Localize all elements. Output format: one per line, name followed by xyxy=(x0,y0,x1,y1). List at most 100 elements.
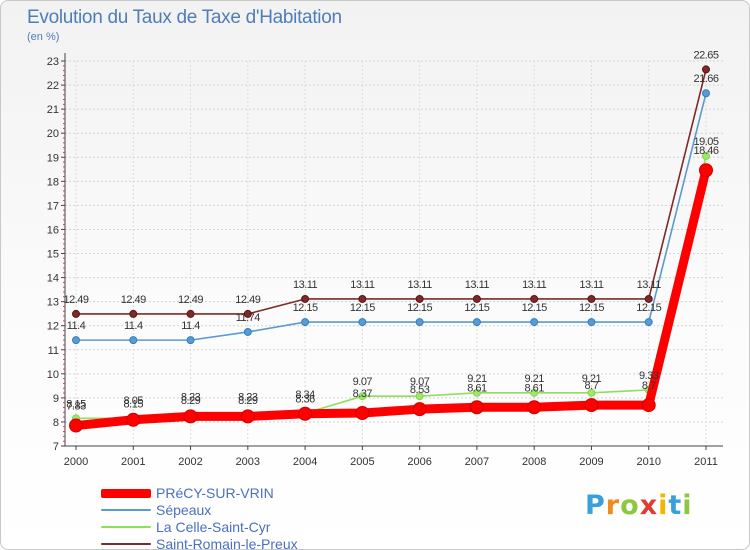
legend-label-la-celle: La Celle-Saint-Cyr xyxy=(156,519,271,535)
data-point xyxy=(644,318,653,327)
proxiti-logo: Proxiti xyxy=(585,490,693,521)
x-tick-label: 2011 xyxy=(694,456,718,468)
y-tick-label: 9 xyxy=(53,393,59,405)
data-point xyxy=(301,318,310,327)
data-point xyxy=(129,336,138,345)
legend-label-sepeaux: Sépeaux xyxy=(156,502,212,518)
data-point xyxy=(644,294,653,303)
x-tick-label: 2005 xyxy=(350,456,374,468)
x-tick-label: 2003 xyxy=(236,456,260,468)
logo-letter: o xyxy=(620,490,640,521)
data-label: 8.05 xyxy=(124,395,144,407)
data-point xyxy=(358,294,367,303)
x-tick-label: 2001 xyxy=(121,456,145,468)
data-point xyxy=(298,406,313,421)
legend-swatch-la-celle xyxy=(101,526,151,528)
data-point xyxy=(129,309,138,318)
data-label: 11.4 xyxy=(181,320,200,332)
data-label: 12.49 xyxy=(121,294,146,306)
y-tick-label: 23 xyxy=(47,56,59,68)
data-label: 12.49 xyxy=(63,294,88,306)
y-tick-label: 15 xyxy=(47,249,59,261)
data-point xyxy=(301,294,310,303)
data-label: 8.61 xyxy=(524,382,544,394)
y-tick-label: 11 xyxy=(48,345,59,357)
x-tick-label: 2006 xyxy=(407,456,431,468)
y-tick-label: 10 xyxy=(47,369,59,381)
data-point xyxy=(358,318,367,327)
data-label: 8.61 xyxy=(467,382,487,394)
data-label: 13.11 xyxy=(465,279,490,291)
data-point xyxy=(530,388,539,397)
data-label: 11.74 xyxy=(236,312,261,324)
data-point xyxy=(415,318,424,327)
data-label: 13.11 xyxy=(522,279,547,291)
y-tick-label: 20 xyxy=(47,128,59,140)
y-tick-label: 13 xyxy=(47,297,59,309)
data-label: 18.46 xyxy=(693,145,718,157)
data-point xyxy=(243,327,252,336)
y-tick-label: 21 xyxy=(47,104,59,116)
y-tick-label: 17 xyxy=(47,200,59,212)
data-point xyxy=(702,152,710,161)
data-point xyxy=(186,309,195,318)
data-point xyxy=(72,336,80,345)
data-point xyxy=(358,392,367,401)
data-label: 9.21 xyxy=(582,373,602,385)
series-line-3 xyxy=(75,68,707,315)
data-label: 21.66 xyxy=(693,73,718,85)
legend-swatch-precy xyxy=(101,488,151,498)
data-label: 8.53 xyxy=(410,384,430,396)
data-label: 9.07 xyxy=(353,376,373,388)
data-label: 8.36 xyxy=(295,393,315,405)
data-label: 12.49 xyxy=(178,294,203,306)
data-label: 19.05 xyxy=(693,136,718,148)
data-label: 8.34 xyxy=(295,389,315,401)
logo-letter: i xyxy=(658,490,669,521)
chart-title: Evolution du Taux de Taxe d'Habitation xyxy=(27,7,342,28)
x-tick-label: 2008 xyxy=(522,456,546,468)
x-tick-label: 2007 xyxy=(465,456,489,468)
data-point xyxy=(699,163,713,178)
data-label: 13.11 xyxy=(293,279,318,291)
data-label: 13.11 xyxy=(408,279,433,291)
data-label: 12.15 xyxy=(579,302,604,314)
logo-letter: r xyxy=(605,490,621,521)
y-tick-label: 18 xyxy=(47,176,59,188)
data-label: 8.7 xyxy=(642,380,656,392)
data-point xyxy=(472,294,481,303)
data-label: 22.65 xyxy=(693,49,718,61)
data-label: 12.15 xyxy=(407,302,432,314)
data-label: 8.15 xyxy=(124,398,144,410)
data-label: 8.7 xyxy=(585,380,599,392)
data-label: 9.21 xyxy=(524,373,544,385)
logo-letter: P xyxy=(585,490,606,521)
data-label: 12.15 xyxy=(293,302,318,314)
data-point xyxy=(472,388,481,397)
data-point xyxy=(243,309,252,318)
data-point xyxy=(412,402,427,417)
data-label: 12.49 xyxy=(235,294,260,306)
data-point xyxy=(415,294,424,303)
data-label: 13.11 xyxy=(637,279,662,291)
legend-swatch-saint-romain xyxy=(101,543,151,545)
legend-label-precy: PRéCY-SUR-VRIN xyxy=(156,485,274,501)
data-point xyxy=(584,398,599,413)
data-point xyxy=(126,412,141,427)
x-tick-label: 2000 xyxy=(64,456,88,468)
data-label: 13.11 xyxy=(579,279,604,291)
data-point xyxy=(69,418,83,433)
x-tick-label: 2009 xyxy=(579,456,603,468)
data-point xyxy=(587,294,596,303)
data-point xyxy=(702,89,710,98)
series-line-1 xyxy=(75,92,707,341)
data-point xyxy=(469,400,484,415)
data-label: 8.29 xyxy=(181,395,201,407)
data-label: 12.15 xyxy=(636,302,661,314)
logo-letter: t xyxy=(668,490,683,521)
y-tick-label: 14 xyxy=(47,273,59,285)
x-tick-label: 2002 xyxy=(178,456,202,468)
data-label: 8.23 xyxy=(181,391,201,403)
x-tick-label: 2010 xyxy=(636,456,660,468)
